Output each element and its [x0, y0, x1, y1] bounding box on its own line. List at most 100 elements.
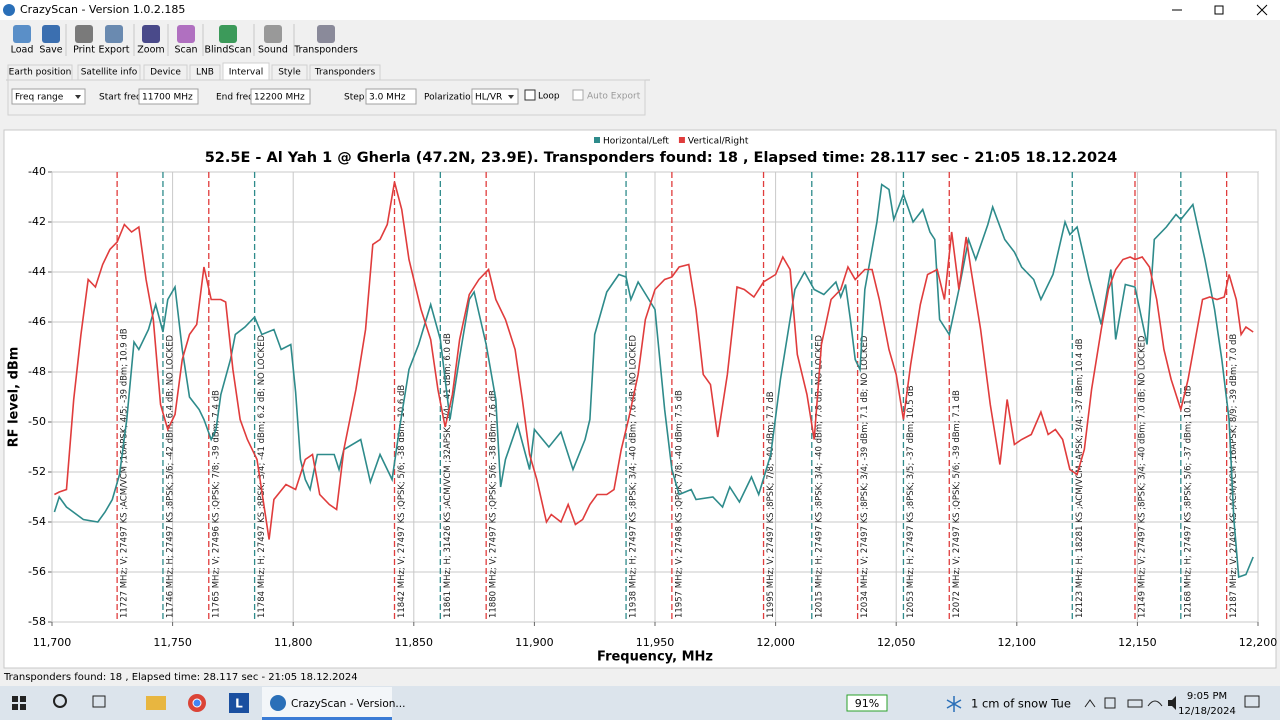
toolbar-label: Export	[98, 45, 129, 56]
toolbar-button[interactable]: Print	[73, 25, 95, 56]
start-button[interactable]	[12, 696, 26, 710]
status-text: Transponders found: 18 , Elapsed time: 2…	[3, 672, 358, 683]
battery-indicator[interactable]	[846, 694, 888, 712]
toolbar-button[interactable]: BlindScan	[205, 25, 252, 56]
tab-label: Earth position	[9, 68, 72, 78]
toolbar-icon	[177, 25, 195, 43]
toolbar-icon	[42, 25, 60, 43]
tray-volume[interactable]	[1168, 696, 1176, 710]
tab-label: LNB	[196, 68, 214, 78]
dropdown-arrow	[508, 95, 514, 99]
transponder-label: 12187 MHz; V; 27497 KS ;ACM/VCM ;16APSK;…	[1229, 334, 1239, 618]
x-tick-label: 12,150	[1118, 636, 1157, 649]
toolbar-icon	[105, 25, 123, 43]
start-icon	[20, 696, 26, 702]
start-value: 11700 MHz	[142, 93, 193, 103]
tab-label: Style	[278, 68, 301, 78]
pol-label: Polarization	[424, 93, 476, 103]
notifications-button[interactable]	[1244, 695, 1260, 708]
transponder-label: 11727 MHz; V; 27497 KS ;ACM/VCM ;16APSK;…	[120, 328, 130, 618]
clock-date: 12/18/2024	[1178, 706, 1236, 717]
tab-label: Transponders	[314, 68, 376, 78]
x-tick-label: 12,200	[1239, 636, 1278, 649]
x-tick-label: 12,100	[998, 636, 1037, 649]
toolbar-button[interactable]: Sound	[258, 25, 288, 56]
y-tick-label: -56	[28, 565, 46, 578]
toolbar-button[interactable]: Zoom	[137, 25, 165, 56]
y-tick-label: -52	[28, 465, 46, 478]
loop-checkbox[interactable]	[524, 89, 536, 101]
tray-wifi[interactable]	[1147, 700, 1163, 707]
transponder-label: 11765 MHz; V; 27496 KS ;QPSK; 7/8; -39 d…	[211, 390, 221, 618]
start-icon	[12, 704, 18, 710]
control-panel	[7, 79, 646, 116]
active-app-label: CrazyScan - Version...	[291, 698, 405, 710]
x-tick-label: 11,750	[153, 636, 192, 649]
transponder-label: 12168 MHz; H; 27497 KS ;8PSK; 5/6; -37 d…	[1183, 385, 1193, 618]
active-indicator	[262, 717, 392, 720]
tray-battery[interactable]	[1127, 699, 1143, 708]
legend-item[interactable]: Horizontal/Left	[594, 137, 669, 147]
file-explorer-button[interactable]	[146, 696, 166, 710]
x-tick-label: 11,900	[515, 636, 554, 649]
transponder-label: 12149 MHz; V; 27497 KS ;8PSK; 3/4; -40 d…	[1137, 335, 1147, 618]
mode-dropdown[interactable]	[11, 88, 86, 105]
app-l-button[interactable]	[229, 693, 249, 713]
tray-chevron[interactable]	[1084, 699, 1096, 708]
end-input[interactable]	[250, 88, 311, 105]
toolbar-button[interactable]: Save	[39, 25, 63, 56]
toolbar-button[interactable]: Load	[11, 25, 34, 56]
search-button[interactable]	[53, 694, 67, 708]
status-bar	[0, 669, 1280, 685]
tab-bar: Earth position Satellite info Device LNB Int…	[6, 62, 650, 82]
auto-export-checkbox[interactable]	[572, 89, 584, 101]
y-axis-label: RF level, dBm	[7, 347, 22, 448]
y-tick-label: -44	[28, 265, 46, 278]
tab-label: Device	[150, 68, 181, 78]
transponder-label: 11995 MHz; V; 27497 KS ;8PSK; 7/8; -40 d…	[766, 391, 776, 618]
close-button[interactable]	[1256, 4, 1268, 16]
y-tick-label: -58	[28, 615, 46, 628]
pol-value: HL/VR	[475, 93, 502, 103]
tray-icon[interactable]	[1104, 697, 1116, 709]
toolbar-label: Load	[11, 45, 34, 56]
task-view-button[interactable]	[92, 695, 106, 708]
toolbar-label: Save	[39, 45, 62, 56]
toolbar-label: BlindScan	[205, 45, 252, 56]
toolbar-icon	[219, 25, 237, 43]
legend-label: Horizontal/Left	[603, 137, 669, 147]
mode-value: Freq range	[15, 93, 64, 103]
toolbar-button[interactable]: Transponders	[293, 25, 358, 56]
x-tick-label: 11,700	[33, 636, 72, 649]
y-tick-label: -46	[28, 315, 46, 328]
app-icon	[3, 4, 15, 16]
toolbar-label: Scan	[174, 45, 197, 56]
start-input[interactable]	[138, 88, 199, 105]
transponder-label: 11861 MHz; H; 31426 KS ;ACM/VCM ;32APSK;…	[443, 333, 453, 618]
pol-dropdown[interactable]	[471, 88, 519, 105]
clock-time: 9:05 PM	[1187, 691, 1227, 702]
transponder-label: 12034 MHz; V; 27497 KS ;8PSK; 3/4; -39 d…	[860, 335, 870, 618]
transponder-label: 11880 MHz; V; 27497 KS ;QPSK; 5/6; -38 d…	[489, 390, 499, 618]
y-tick-label: -50	[28, 415, 46, 428]
toolbar-button[interactable]: Export	[98, 25, 130, 56]
transponder-label: 11784 MHz; H; 27497 KS ;8PSK; 3/4; -41 d…	[257, 335, 267, 618]
y-tick-label: -40	[28, 165, 46, 178]
y-tick-label: -48	[28, 365, 46, 378]
transponder-label: 11938 MHz; H; 27497 KS ;8PSK; 3/4; -40 d…	[629, 335, 639, 618]
toolbar-label: Print	[73, 45, 95, 56]
svg-text:L: L	[235, 697, 243, 711]
weather-text: 1 cm of snow Tue	[971, 697, 1071, 711]
maximize-button[interactable]	[1214, 5, 1224, 15]
loop-label: Loop	[538, 92, 560, 102]
legend-item[interactable]: Vertical/Right	[678, 137, 749, 147]
step-input[interactable]	[365, 88, 417, 105]
auto-export-label: Auto Export	[587, 92, 641, 102]
toolbar-button[interactable]: Scan	[174, 25, 198, 56]
start-icon	[12, 696, 18, 702]
legend-swatch	[678, 137, 685, 143]
start-icon	[20, 704, 26, 710]
step-value: 3.0 MHz	[369, 93, 406, 103]
window-title: CrazyScan - Version 1.0.2.185	[20, 3, 185, 16]
